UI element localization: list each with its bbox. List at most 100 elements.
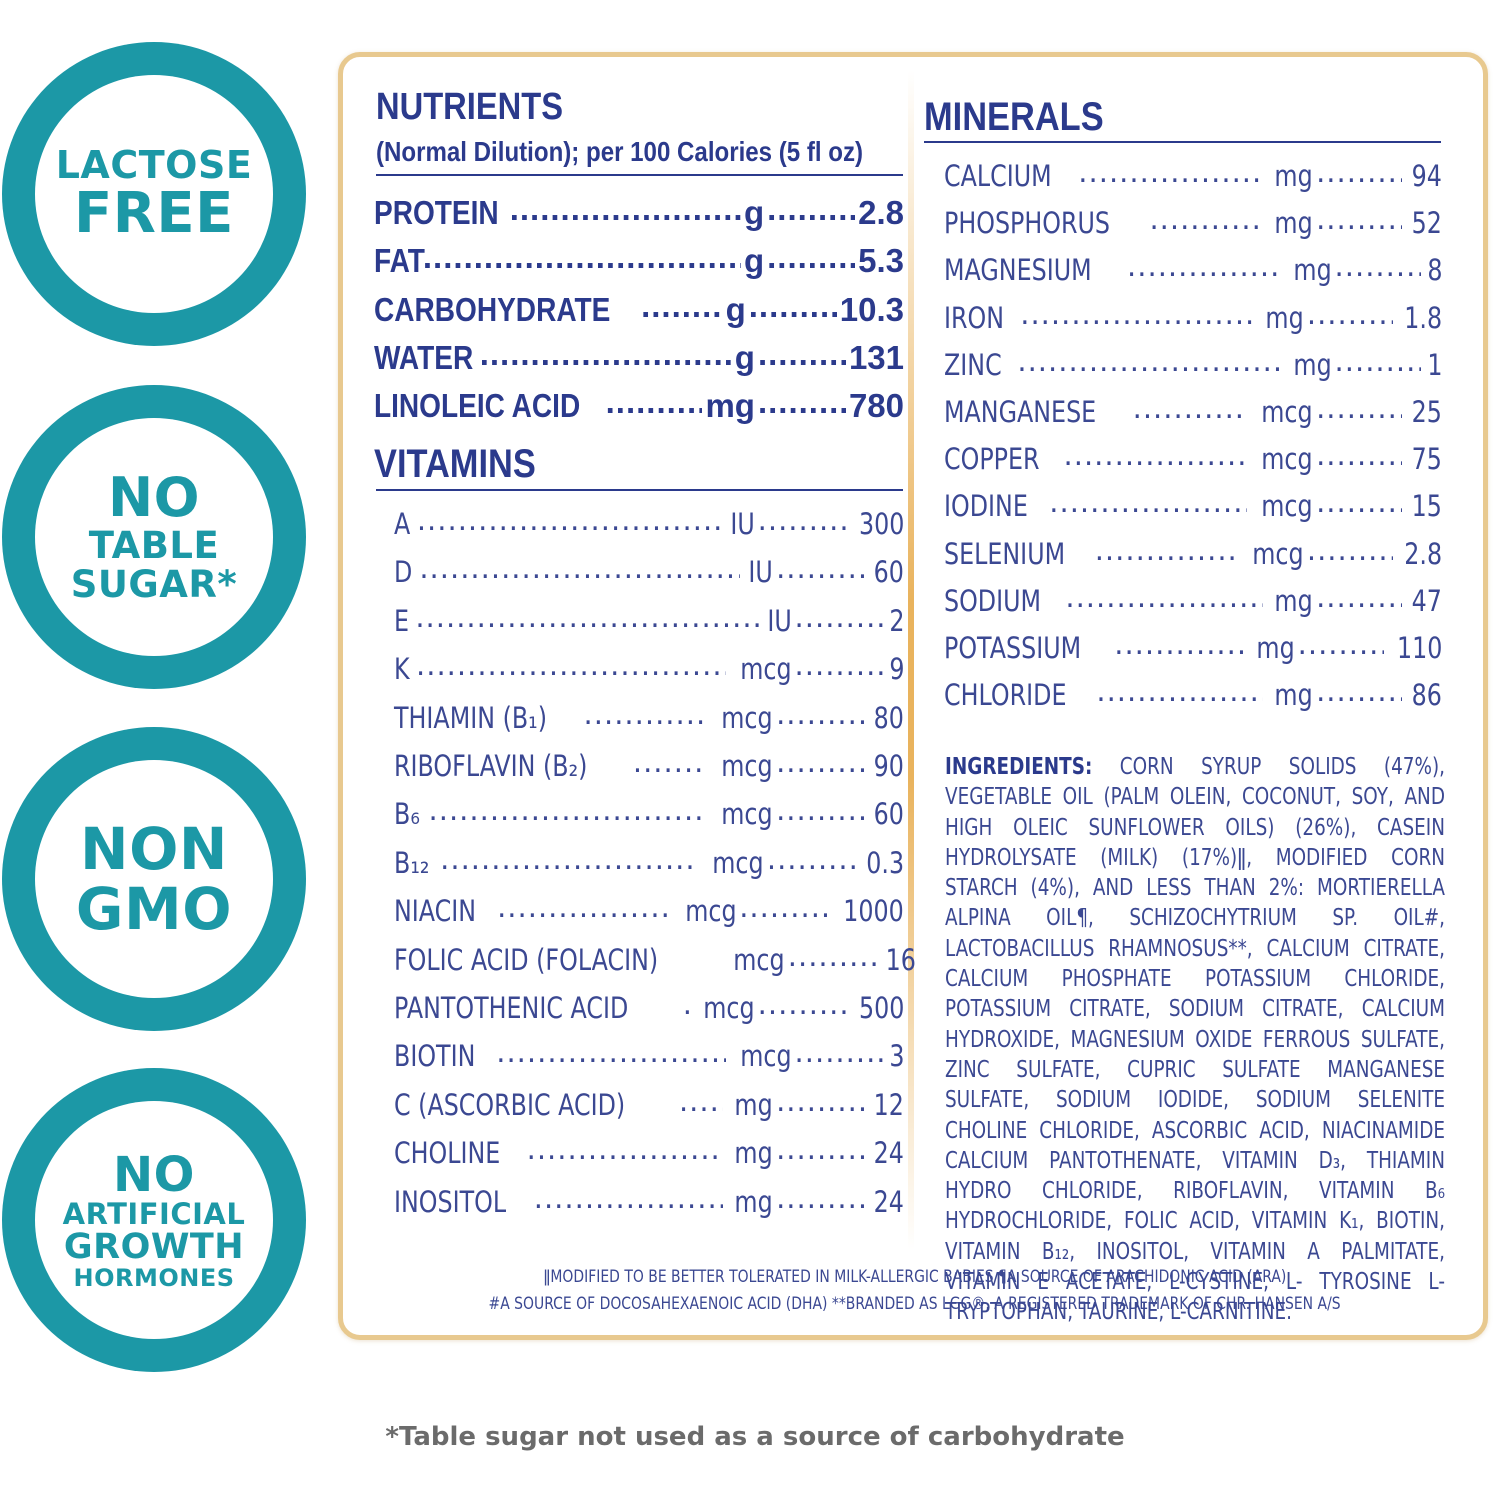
vitamins-row: E IU 2 xyxy=(394,603,904,638)
nutrient-value: 80 xyxy=(873,700,904,735)
vitamins-row: BIOTIN mcg 3 xyxy=(394,1042,904,1071)
nutrient-value: 12 xyxy=(873,1087,904,1122)
nutrient-name: B₁₂ xyxy=(394,845,430,880)
nutrient-unit: mg xyxy=(734,1087,774,1122)
dot-leader xyxy=(1020,304,1254,327)
dot-leader xyxy=(633,753,708,776)
vitamins-row: RIBOFLAVIN (B₂) mcg 90 xyxy=(394,752,904,781)
dot-leader xyxy=(1316,163,1402,186)
nutrient-name: D xyxy=(394,555,413,590)
ingredients-text: CORN SYRUP SOLIDS (47%), VEGETABLE OIL (… xyxy=(945,754,1446,1326)
dot-leader xyxy=(641,294,723,320)
badge-text: NON xyxy=(80,815,228,883)
nutrient-value: 75 xyxy=(1411,442,1442,477)
column-divider xyxy=(908,70,914,1250)
minerals-row: MAGNESIUM mg 8 xyxy=(944,256,1442,285)
dot-leader xyxy=(776,1140,864,1163)
nutrient-unit: mg xyxy=(1265,300,1304,335)
nutrient-name: PROTEIN xyxy=(374,194,499,231)
nutrient-value: 2 xyxy=(888,603,904,638)
dot-leader xyxy=(423,246,741,272)
dot-leader xyxy=(496,1043,726,1066)
dot-leader xyxy=(527,1140,724,1163)
nutrient-unit: mg xyxy=(1274,678,1314,713)
vitamins-row: B₁₂ mcg 0.3 xyxy=(394,845,904,880)
nutrient-unit: mcg xyxy=(1252,536,1304,571)
dot-leader xyxy=(795,608,883,631)
minerals-row: IRON mg 1.8 xyxy=(944,300,1442,335)
vitamins-row: FOLIC ACID (FOLACIN) mcg 16 xyxy=(394,942,916,977)
badge-text: NO xyxy=(113,1146,195,1203)
minerals-row: COPPER mcg 75 xyxy=(944,445,1442,474)
dot-leader xyxy=(429,801,708,824)
nutrient-name: CHOLINE xyxy=(394,1136,501,1171)
nutrient-unit: mcg xyxy=(1261,442,1314,477)
minerals-row: POTASSIUM mg 110 xyxy=(944,634,1442,663)
nutrient-value: 86 xyxy=(1411,678,1442,713)
dot-leader xyxy=(440,850,698,873)
dot-leader xyxy=(534,1188,724,1211)
dot-leader xyxy=(776,753,864,776)
nutrient-value: 1 xyxy=(1426,347,1442,382)
minerals-title: MINERALS xyxy=(924,95,1104,139)
badge-text: TABLE xyxy=(88,524,220,567)
dot-leader xyxy=(1316,588,1402,611)
dot-leader xyxy=(788,946,876,969)
nutrient-value: 24 xyxy=(873,1136,904,1171)
non-gmo-badge: NON GMO xyxy=(2,727,306,1031)
badge-text: GROWTH xyxy=(63,1226,245,1267)
nutrient-value: 3 xyxy=(888,1039,904,1074)
vitamins-row: D IU 60 xyxy=(394,558,904,587)
dot-leader xyxy=(1096,682,1263,705)
nutrient-name: FOLIC ACID (FOLACIN) xyxy=(394,942,659,977)
dot-leader xyxy=(510,198,741,224)
nutrient-value: 300 xyxy=(858,507,904,541)
dot-leader xyxy=(776,801,864,824)
dot-leader xyxy=(1316,210,1402,233)
nutrient-unit: mg xyxy=(1274,206,1314,241)
nutrient-unit: mg xyxy=(705,387,755,425)
table-sugar-disclaimer: *Table sugar not used as a source of car… xyxy=(385,1422,1125,1452)
nutrient-unit: g xyxy=(734,338,755,376)
nutrient-name: NIACIN xyxy=(394,894,477,929)
dot-leader xyxy=(758,511,846,534)
dot-leader xyxy=(739,898,827,921)
dot-leader xyxy=(1049,493,1247,516)
nutrient-unit: mcg xyxy=(712,845,764,880)
dot-leader xyxy=(749,294,837,320)
no-artificial-growth-hormones-badge: NO ARTIFICIAL GROWTH HORMONES xyxy=(2,1068,306,1372)
minerals-row: SODIUM mg 47 xyxy=(944,583,1442,618)
dot-leader xyxy=(776,1092,864,1115)
nutrients-row: PROTEIN g 2.8 xyxy=(374,196,904,229)
minerals-row: IODINE mcg 15 xyxy=(944,492,1442,521)
nutrient-unit: g xyxy=(743,194,765,231)
nutrient-name: ZINC xyxy=(944,347,1002,382)
nutrient-name: SODIUM xyxy=(944,583,1042,618)
dot-leader xyxy=(767,850,855,873)
dot-leader xyxy=(1335,257,1421,280)
minerals-row: CALCIUM mg 94 xyxy=(944,162,1442,191)
dot-leader xyxy=(1114,635,1245,658)
badge-text: SUGAR* xyxy=(70,563,238,606)
nutrient-name: THIAMIN (B₁) xyxy=(394,700,547,735)
vitamins-row: CHOLINE mg 24 xyxy=(394,1139,904,1168)
no-table-sugar-badge: NO TABLE SUGAR* xyxy=(2,385,306,689)
nutrient-unit: mg xyxy=(1256,631,1295,665)
vitamins-row: NIACIN mcg 1000 xyxy=(394,897,904,926)
badge-text: HORMONES xyxy=(73,1263,235,1292)
nutrient-unit: mcg xyxy=(703,991,755,1025)
nutrient-name: IRON xyxy=(944,300,1005,335)
badge-text: FREE xyxy=(74,181,234,246)
nutrient-value: 52 xyxy=(1411,206,1442,241)
nutrient-value: 90 xyxy=(873,749,904,783)
nutrients-rule xyxy=(376,174,903,176)
dot-leader xyxy=(758,343,846,369)
nutrient-name: MAGNESIUM xyxy=(944,253,1092,288)
badge-text: GMO xyxy=(75,875,233,943)
dot-leader xyxy=(497,898,671,921)
nutrients-subtitle: (Normal Dilution); per 100 Calories (5 f… xyxy=(376,136,864,167)
nutrient-value: 25 xyxy=(1411,395,1442,429)
dot-leader xyxy=(1017,352,1282,375)
nutrient-value: 0.3 xyxy=(866,845,904,880)
nutrient-unit: mg xyxy=(1274,159,1314,193)
